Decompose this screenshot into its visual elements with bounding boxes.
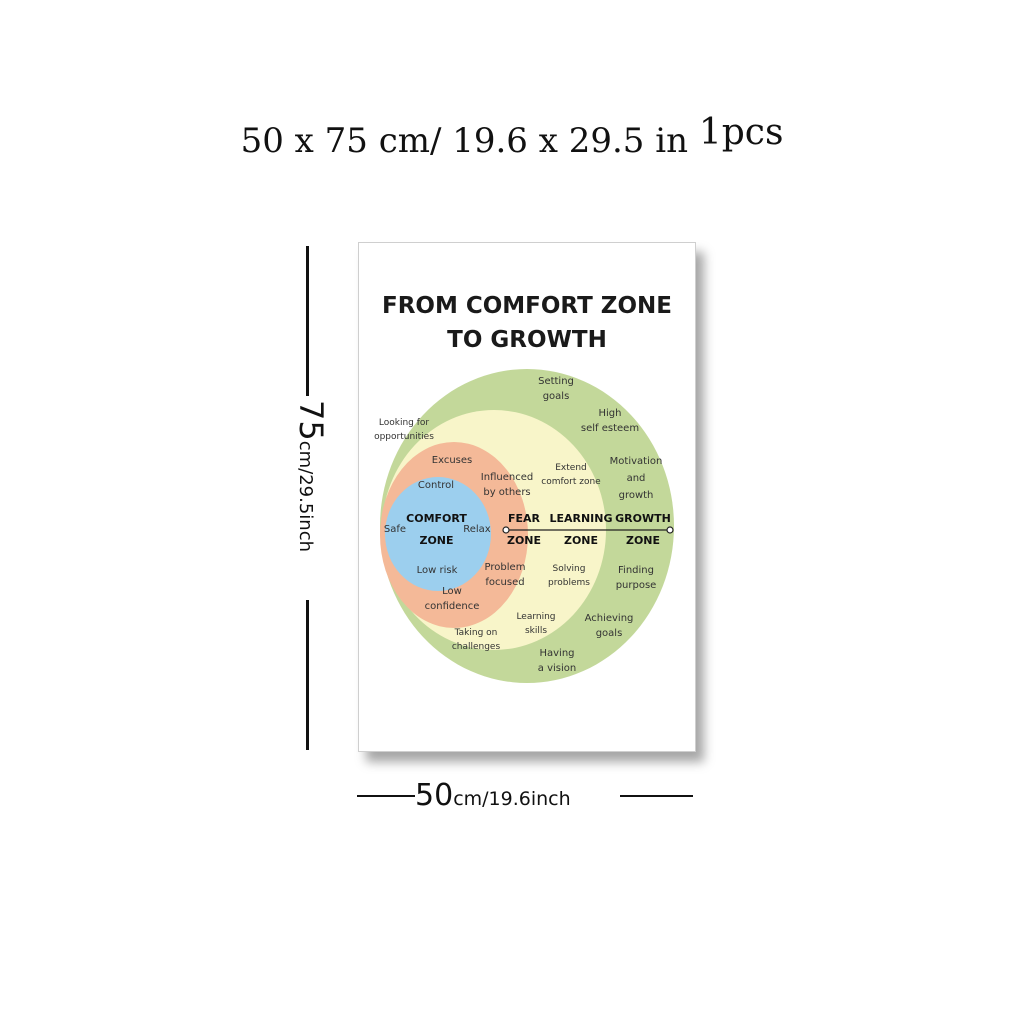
item-learning-skills: Learning skills xyxy=(516,612,556,636)
item-taking-on-challenges: Taking on challenges xyxy=(451,628,501,652)
width-value: 50 xyxy=(415,778,454,813)
height-dimension-label: 75cm/29.5inch xyxy=(292,400,330,600)
item-having-a-vision: Having a vision xyxy=(537,648,577,674)
width-dimension-line-right xyxy=(620,795,693,797)
item-influenced-by-others: Influenced by others xyxy=(480,472,534,498)
zones-diagram xyxy=(380,369,674,683)
poster-title: FROM COMFORT ZONE TO GROWTH xyxy=(359,289,695,357)
item-finding-purpose: Finding purpose xyxy=(615,565,657,591)
height-dimension-line-top xyxy=(306,246,309,396)
fear-zone-label: FEAR ZONE xyxy=(506,512,542,547)
axis-end-dot xyxy=(666,526,674,534)
item-looking-for-opportunities: Looking for opportunities xyxy=(374,418,434,442)
poster-title-line-2: TO GROWTH xyxy=(447,327,607,353)
item-excuses: Excuses xyxy=(431,455,473,466)
width-dimension-label: 50cm/19.6inch xyxy=(415,778,571,818)
axis-start-dot xyxy=(502,526,510,534)
learning-zone-label: LEARNING ZONE xyxy=(549,512,613,547)
size-header: 50 x 75 cm/ 19.6 x 29.5 in 1pcs xyxy=(0,112,1024,161)
item-high-self-esteem: High self esteem xyxy=(580,408,640,434)
width-dimension-line-left xyxy=(357,795,415,797)
item-setting-goals: Setting goals xyxy=(538,376,574,402)
height-unit: cm/29.5inch xyxy=(295,440,316,553)
item-control: Control xyxy=(417,480,455,491)
item-low-confidence: Low confidence xyxy=(424,586,480,612)
width-unit: cm/19.6inch xyxy=(453,788,571,810)
item-safe: Safe xyxy=(383,524,407,535)
comfort-zone-circle xyxy=(385,477,491,591)
item-achieving-goals: Achieving goals xyxy=(584,613,634,639)
poster-title-line-1: FROM COMFORT ZONE xyxy=(381,293,672,319)
quantity-text: 1pcs xyxy=(698,112,784,153)
item-extend-comfort-zone: Extend comfort zone xyxy=(541,463,601,487)
item-problem-focused: Problem focused xyxy=(484,562,526,588)
height-value: 75 xyxy=(292,400,330,441)
poster-canvas: FROM COMFORT ZONE TO GROWTH Setting goal… xyxy=(358,242,696,752)
item-solving-problems: Solving problems xyxy=(548,564,590,588)
comfort-zone-label: COMFORT ZONE xyxy=(406,512,467,547)
item-low-risk: Low risk xyxy=(416,565,458,576)
height-dimension-line-bottom xyxy=(306,600,309,750)
growth-zone-label: GROWTH ZONE xyxy=(615,512,671,547)
size-text: 50 x 75 cm/ 19.6 x 29.5 in xyxy=(240,121,689,161)
item-motivation-and-growth: Motivation and growth xyxy=(609,456,663,501)
item-relax: Relax xyxy=(463,524,491,535)
